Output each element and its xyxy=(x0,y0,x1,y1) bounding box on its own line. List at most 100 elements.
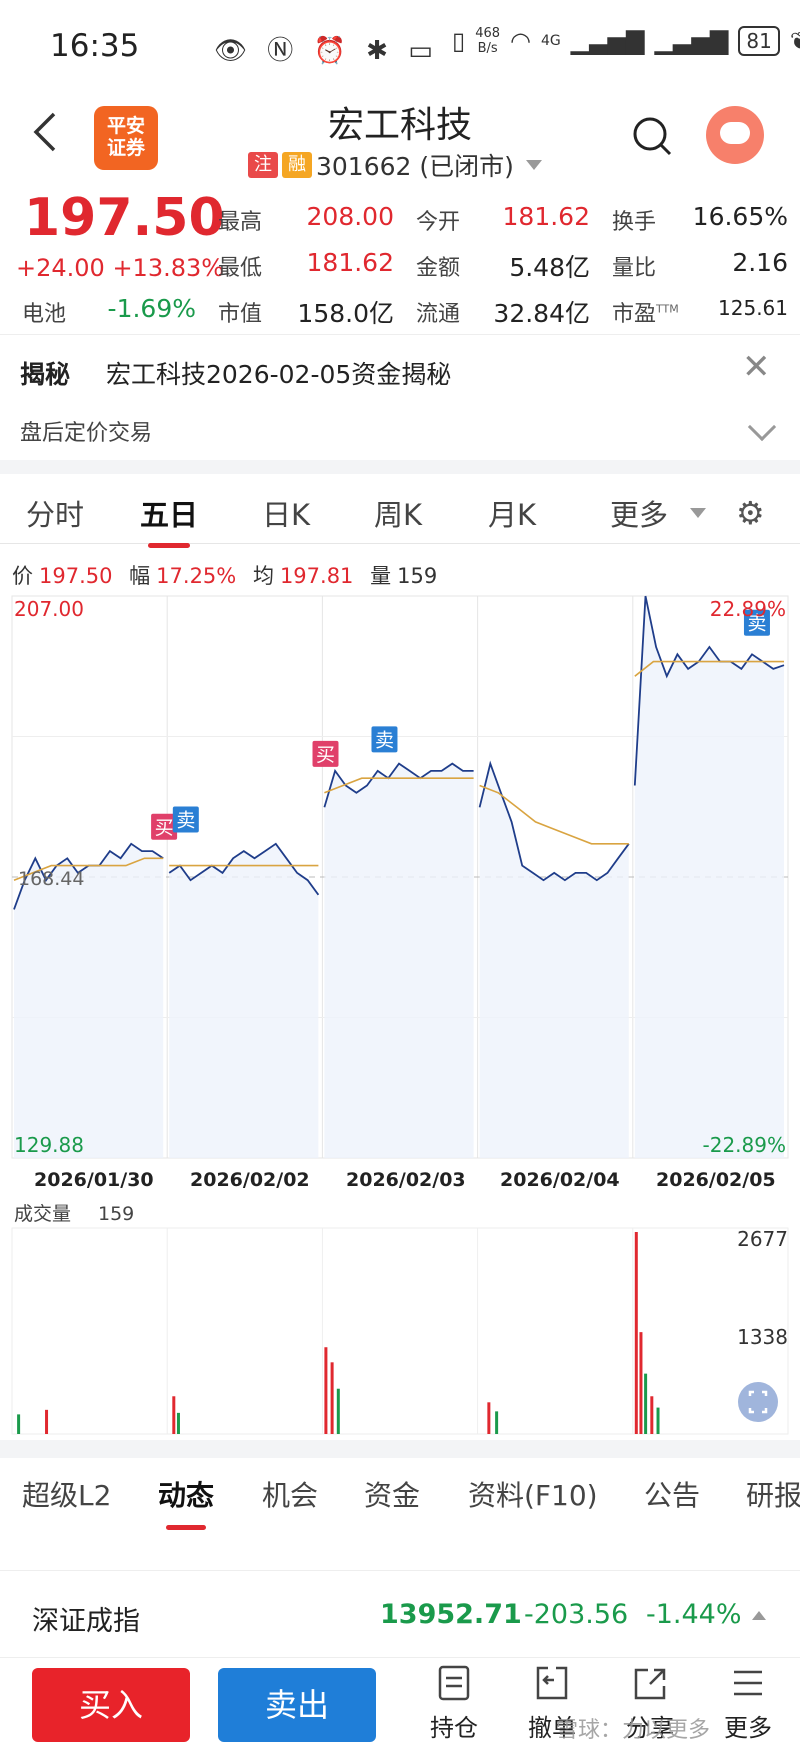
trade-marker-label: 卖 xyxy=(375,729,394,751)
volume-bar xyxy=(330,1362,334,1434)
chart-period-tabs: 分时 五日 日K 周K 月K 更多 ⚙ xyxy=(0,474,800,548)
open-value: 181.62 xyxy=(502,202,590,231)
sell-button[interactable]: 卖出 xyxy=(218,1668,376,1742)
trade-marker-label: 买 xyxy=(316,744,335,766)
quote-panel: 197.50 +24.00 +13.83% 电池 -1.69% 最高 208.0… xyxy=(0,184,800,332)
pct-bottom-label: -22.89% xyxy=(703,1133,786,1157)
trade-marker xyxy=(743,609,770,636)
tab-daily-k[interactable]: 日K xyxy=(262,498,311,532)
trade-marker xyxy=(312,740,339,767)
date-label: 2026/02/03 xyxy=(346,1169,466,1191)
tab-f10[interactable]: 资料(F10) xyxy=(468,1479,598,1512)
back-button[interactable] xyxy=(30,110,70,160)
content-tabs: 超级L2 动态 机会 资金 资料(F10) 公告 研报 xyxy=(0,1460,800,1530)
date-label: 2026/01/30 xyxy=(34,1169,154,1191)
y-axis-bottom-label: 129.88 xyxy=(14,1133,84,1157)
average-line xyxy=(479,784,629,845)
broker-logo[interactable]: 平安 证券 xyxy=(94,106,158,170)
volume-bar xyxy=(634,1232,638,1434)
market-cap-label: 市值 xyxy=(218,302,263,327)
volume-bar xyxy=(176,1412,180,1434)
price-line xyxy=(633,595,785,786)
average-line xyxy=(634,660,784,677)
volume-bar xyxy=(495,1411,499,1434)
tab-monthly-k[interactable]: 月K xyxy=(488,498,537,532)
battery-indicator: 81 xyxy=(738,26,780,56)
document-icon xyxy=(414,1664,494,1708)
trade-bar: 买入 卖出 持仓 撤单 分享 更多 xyxy=(0,1660,800,1758)
five-day-chart[interactable]: 买卖买卖卖 207.00 129.88 22.89% -22.89% 168.4… xyxy=(0,592,800,1435)
tab-announcements[interactable]: 公告 xyxy=(644,1479,701,1512)
watermark: 雪球：力以更多 xyxy=(556,1718,711,1743)
volume-bar xyxy=(656,1407,660,1434)
chevron-up-icon[interactable] xyxy=(752,1611,766,1620)
signal-icon-2: ▁▃▅▇ xyxy=(654,27,729,55)
app-header: 平安 证券 宏工科技 注 融 301662 (已闭市) xyxy=(0,92,800,184)
price-change: +24.00 +13.83% xyxy=(16,254,225,282)
share-button[interactable]: 分享 xyxy=(610,1664,690,1743)
cancel-order-button[interactable]: 撤单 xyxy=(512,1664,592,1743)
volume-bar xyxy=(45,1409,49,1434)
back-arrow-icon xyxy=(33,112,56,152)
menu-icon xyxy=(708,1664,788,1708)
volume-bar xyxy=(644,1373,648,1434)
info-volume: 159 xyxy=(397,564,438,588)
index-ticker[interactable]: 深证成指 13952.71 -203.56 -1.44% xyxy=(0,1570,800,1658)
volume-bar xyxy=(650,1396,654,1434)
turnover-label: 换手 xyxy=(612,210,657,235)
turnover-value: 16.65% xyxy=(692,202,788,231)
stock-code-row[interactable]: 注 融 301662 (已闭市) xyxy=(248,147,542,183)
tab-more[interactable]: 更多 xyxy=(610,498,669,532)
fund-reveal-banner[interactable]: 揭秘 宏工科技2026-02-05资金揭秘 ✕ 盘后定价交易 xyxy=(0,334,800,460)
tab-five-day[interactable]: 五日 xyxy=(140,492,198,548)
tab-news[interactable]: 动态 xyxy=(158,1474,214,1530)
info-range: 17.25% xyxy=(156,564,237,588)
assistant-avatar[interactable] xyxy=(706,106,764,164)
sector-change: -1.69% xyxy=(107,294,196,323)
net-speed: 468 B/s xyxy=(475,26,501,56)
search-icon xyxy=(633,117,672,156)
holdings-button[interactable]: 持仓 xyxy=(414,1664,494,1743)
sector-label[interactable]: 电池 xyxy=(22,302,67,327)
gear-icon[interactable]: ⚙ xyxy=(736,494,765,532)
prev-close-label: 168.44 xyxy=(18,868,84,890)
tab-funds[interactable]: 资金 xyxy=(364,1479,421,1512)
float-cap-value: 32.84亿 xyxy=(493,299,590,328)
fullscreen-icon[interactable] xyxy=(738,1382,778,1422)
volume-mid-label: 1338 xyxy=(737,1325,788,1349)
tab-opportunity[interactable]: 机会 xyxy=(262,1479,319,1512)
close-icon[interactable]: ✕ xyxy=(742,347,771,387)
volume-bar xyxy=(324,1347,328,1434)
stock-name: 宏工科技 xyxy=(327,105,472,146)
high-label: 最高 xyxy=(218,210,263,235)
trade-marker-label: 卖 xyxy=(176,809,195,831)
after-hours-trading[interactable]: 盘后定价交易 xyxy=(20,421,153,446)
search-button[interactable] xyxy=(628,112,678,162)
volume-ratio-value: 2.16 xyxy=(732,248,788,277)
info-price-label: 价 xyxy=(12,564,33,588)
average-line xyxy=(324,777,474,794)
low-label: 最低 xyxy=(218,256,263,281)
buy-button[interactable]: 买入 xyxy=(32,1668,190,1742)
price-lines xyxy=(13,595,785,1158)
trade-marker xyxy=(151,813,178,840)
amount-value: 5.48亿 xyxy=(509,253,590,282)
more-dropdown-icon[interactable] xyxy=(690,508,706,518)
pe-value: 125.61 xyxy=(718,296,788,320)
market-cap-value: 158.0亿 xyxy=(297,299,394,328)
tab-super-l2[interactable]: 超级L2 xyxy=(22,1479,112,1512)
more-button[interactable]: 更多 xyxy=(708,1664,788,1743)
volume-max-label: 2677 xyxy=(737,1227,788,1251)
tab-weekly-k[interactable]: 周K xyxy=(374,498,423,532)
tab-research[interactable]: 研报 xyxy=(746,1479,800,1512)
y-axis-top-label: 207.00 xyxy=(14,597,84,621)
tab-intraday[interactable]: 分时 xyxy=(26,498,85,532)
price-area xyxy=(479,763,629,1158)
price-area xyxy=(634,596,784,1158)
last-price: 197.50 xyxy=(24,188,225,248)
reveal-text[interactable]: 宏工科技2026-02-05资金揭秘 xyxy=(106,360,452,389)
chart-info-line: 价 197.50 幅 17.25% 均 197.81 量 159 xyxy=(12,560,437,590)
trade-marker xyxy=(172,806,199,833)
info-avg-label: 均 xyxy=(252,564,274,588)
chevron-down-icon[interactable] xyxy=(747,412,777,442)
